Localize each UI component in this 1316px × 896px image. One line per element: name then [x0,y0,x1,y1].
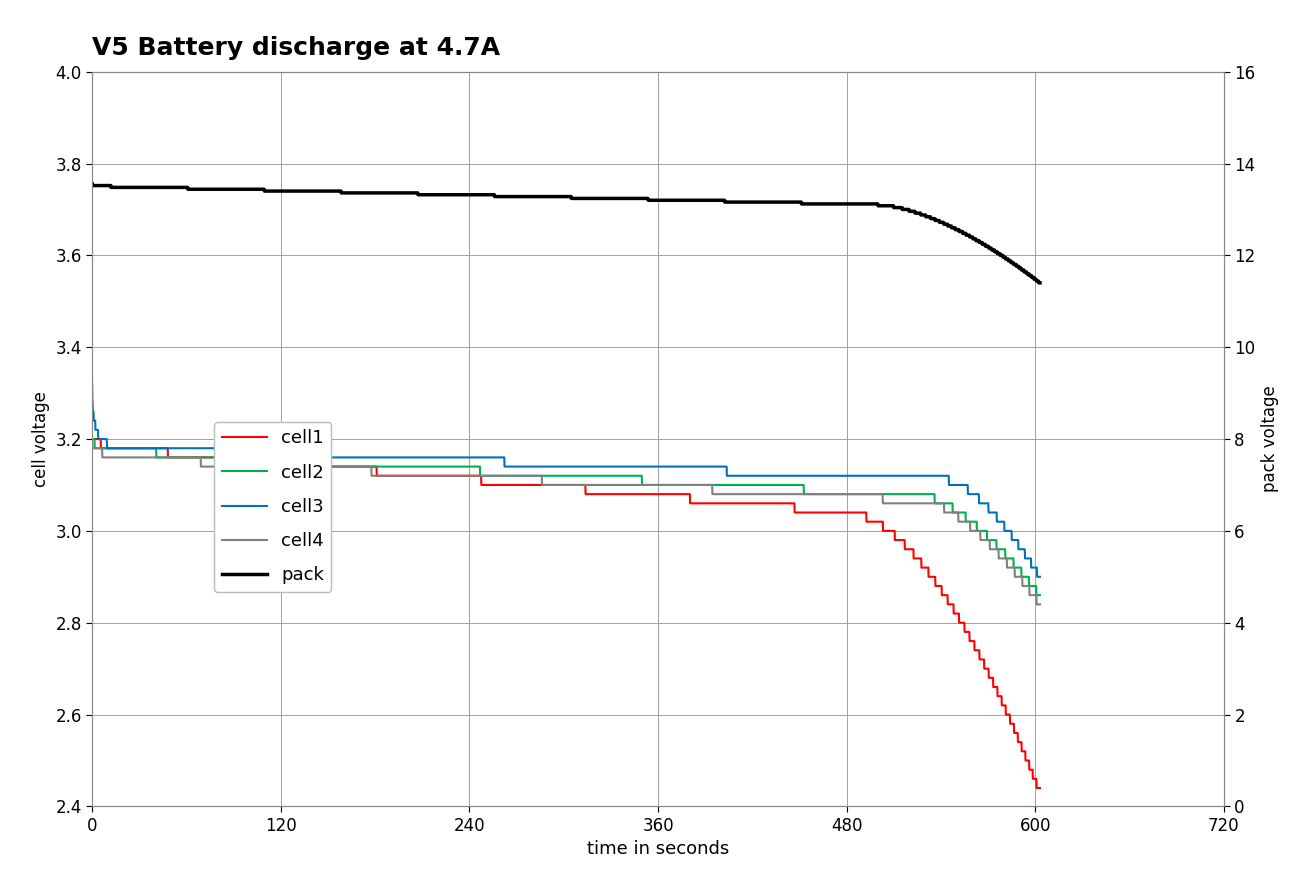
pack [490,191,505,202]
Line: pack: pack [92,184,1040,283]
cell2 [955,507,971,518]
cell2 [772,479,788,490]
cell2 [1003,553,1019,564]
cell3 [1032,572,1048,582]
pack [1003,255,1019,266]
pack [483,189,499,200]
cell1 [1003,719,1019,729]
cell1 [534,479,550,490]
cell4 [1029,599,1045,609]
cell1 [490,479,505,490]
cell4 [483,470,499,481]
pack [534,191,550,202]
Line: cell3: cell3 [92,383,1040,577]
cell2 [490,470,505,481]
Line: cell4: cell4 [92,439,1040,604]
cell1 [772,498,788,509]
Y-axis label: pack voltage: pack voltage [1261,385,1279,493]
Line: cell1: cell1 [92,439,1040,788]
X-axis label: time in seconds: time in seconds [587,840,729,858]
Y-axis label: cell voltage: cell voltage [32,391,50,487]
cell3 [1003,525,1019,536]
cell2 [1029,590,1045,600]
pack [1032,278,1048,289]
Legend: cell1, cell2, cell3, cell4, pack: cell1, cell2, cell3, cell4, pack [215,422,332,591]
cell3 [483,452,499,462]
cell4 [1003,563,1019,573]
cell4 [955,516,971,527]
cell4 [534,479,550,490]
pack [772,197,788,208]
cell1 [1032,782,1048,793]
cell3 [490,452,505,462]
cell2 [1032,590,1048,600]
cell3 [534,461,550,472]
cell3 [955,479,971,490]
cell1 [955,617,971,628]
cell2 [534,470,550,481]
cell3 [84,378,100,389]
cell3 [772,470,788,481]
Line: cell2: cell2 [92,439,1040,595]
cell2 [483,470,499,481]
cell1 [483,479,499,490]
pack [955,228,971,238]
cell2 [84,434,100,444]
cell4 [490,470,505,481]
cell1 [1029,782,1045,793]
cell1 [84,434,100,444]
cell4 [84,434,100,444]
cell3 [1029,572,1045,582]
pack [1030,278,1046,289]
Text: V5 Battery discharge at 4.7A: V5 Battery discharge at 4.7A [92,36,500,60]
cell4 [772,488,788,499]
cell4 [1032,599,1048,609]
pack [84,178,100,189]
